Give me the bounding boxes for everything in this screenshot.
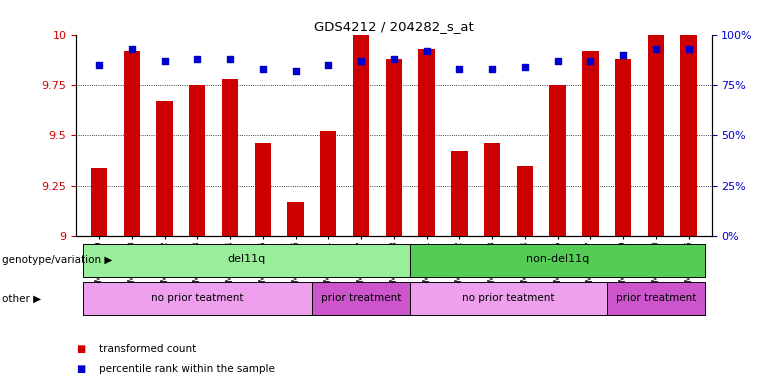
Text: prior treatment: prior treatment — [321, 293, 401, 303]
Bar — [484, 143, 500, 236]
Text: no prior teatment: no prior teatment — [151, 293, 244, 303]
Point — [158, 58, 170, 64]
Bar — [156, 101, 173, 236]
Text: no prior teatment: no prior teatment — [462, 293, 555, 303]
Bar — [410, 282, 607, 315]
Bar — [549, 85, 565, 236]
Point — [486, 66, 498, 72]
Point — [387, 56, 400, 62]
Text: ■: ■ — [76, 344, 85, 354]
Bar — [255, 143, 271, 236]
Bar — [320, 131, 336, 236]
Point — [584, 58, 597, 64]
Bar — [582, 51, 599, 236]
Bar — [607, 282, 705, 315]
Bar — [189, 85, 205, 236]
Point — [421, 48, 433, 54]
Bar — [419, 49, 435, 236]
Text: ■: ■ — [76, 364, 85, 374]
Bar — [83, 282, 312, 315]
Bar — [123, 51, 140, 236]
Bar — [410, 244, 705, 276]
Text: del11q: del11q — [228, 255, 266, 265]
Point — [650, 46, 662, 52]
Bar — [91, 168, 107, 236]
Bar — [386, 59, 402, 236]
Bar — [222, 79, 238, 236]
Text: transformed count: transformed count — [99, 344, 196, 354]
Bar — [648, 35, 664, 236]
Text: non-del11q: non-del11q — [526, 255, 589, 265]
Point — [93, 62, 105, 68]
Point — [617, 52, 629, 58]
Text: prior treatment: prior treatment — [616, 293, 696, 303]
Point — [322, 62, 334, 68]
Bar — [83, 244, 410, 276]
Bar — [680, 35, 697, 236]
Text: other ▶: other ▶ — [2, 293, 40, 304]
Point — [355, 58, 367, 64]
Title: GDS4212 / 204282_s_at: GDS4212 / 204282_s_at — [314, 20, 473, 33]
Point — [256, 66, 269, 72]
Point — [552, 58, 564, 64]
Point — [224, 56, 236, 62]
Bar — [353, 35, 369, 236]
Point — [683, 46, 695, 52]
Bar — [517, 166, 533, 236]
Point — [126, 46, 138, 52]
Text: percentile rank within the sample: percentile rank within the sample — [99, 364, 275, 374]
Bar — [288, 202, 304, 236]
Text: genotype/variation ▶: genotype/variation ▶ — [2, 255, 112, 265]
Point — [289, 68, 301, 74]
Bar — [312, 282, 410, 315]
Point — [519, 64, 531, 70]
Point — [191, 56, 203, 62]
Point — [454, 66, 466, 72]
Bar — [451, 152, 467, 236]
Bar — [615, 59, 632, 236]
